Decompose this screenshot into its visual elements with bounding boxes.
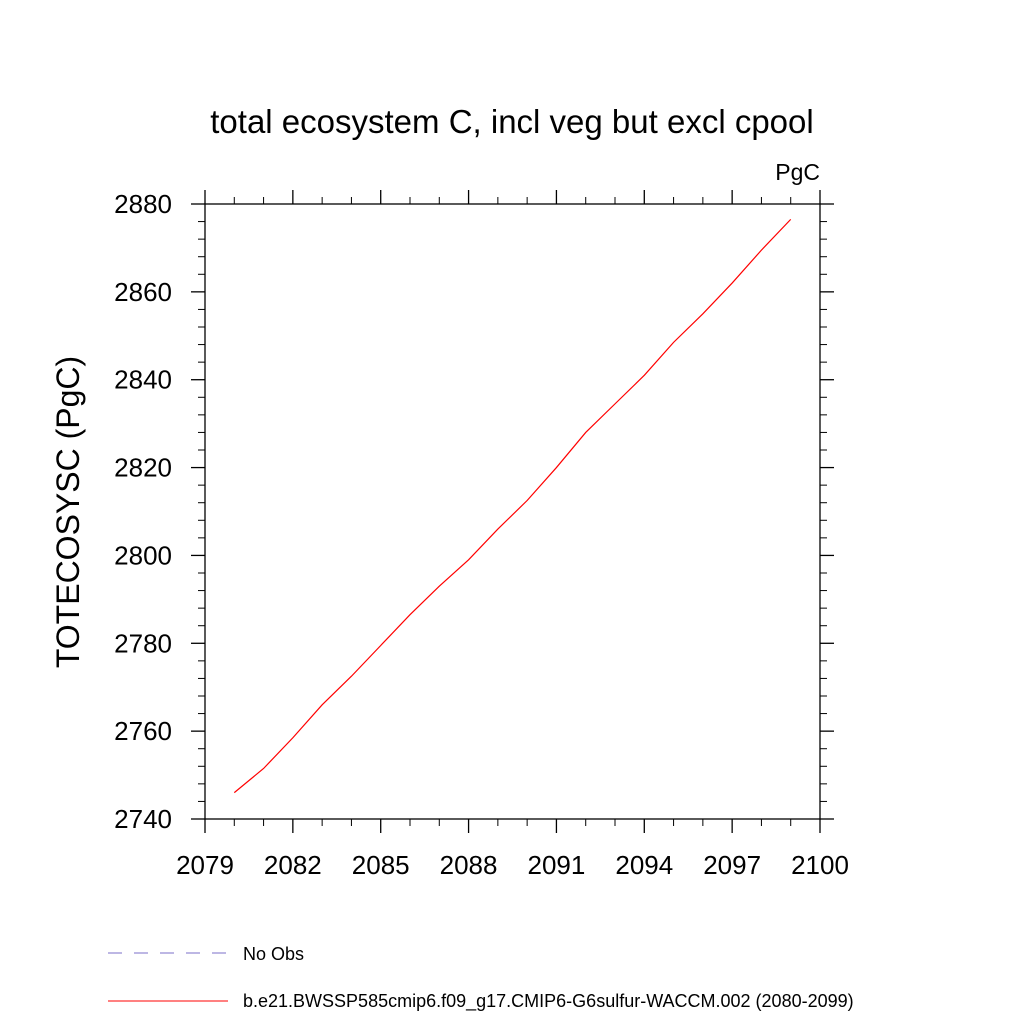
y-tick-label: 2860 [114,277,172,307]
plot-frame [204,203,821,820]
x-tick-label: 2079 [176,850,234,880]
legend-label-model: b.e21.BWSSP585cmip6.f09_g17.CMIP6-G6sulf… [243,991,854,1012]
y-tick-label: 2780 [114,628,172,658]
x-tick-label: 2085 [352,850,410,880]
series-line [233,218,792,794]
series-layer [233,218,792,794]
x-tick-label: 2082 [264,850,322,880]
x-tick-label: 2097 [703,850,761,880]
axis-ticks [191,190,834,833]
legend-label-no-obs: No Obs [243,944,304,964]
x-tick-label: 2091 [528,850,586,880]
legend: No Obs b.e21.BWSSP585cmip6.f09_g17.CMIP6… [108,944,854,1012]
y-tick-label: 2840 [114,365,172,395]
y-tick-label: 2760 [114,716,172,746]
y-axis-tick-labels: 2740 2760 2780 2800 2820 2840 2860 2880 [114,189,172,834]
x-tick-label: 2088 [440,850,498,880]
chart-title: total ecosystem C, incl veg but excl cpo… [210,103,813,140]
x-axis-tick-labels: 2079 2082 2085 2088 2091 2094 2097 2100 [176,850,849,880]
x-tick-label: 2094 [615,850,673,880]
units-label: PgC [775,159,820,185]
y-tick-label: 2740 [114,804,172,834]
y-axis-label: TOTECOSYSC (PgC) [50,356,86,668]
y-tick-label: 2820 [114,453,172,483]
x-tick-label: 2100 [791,850,849,880]
y-tick-label: 2800 [114,540,172,570]
y-tick-label: 2880 [114,189,172,219]
